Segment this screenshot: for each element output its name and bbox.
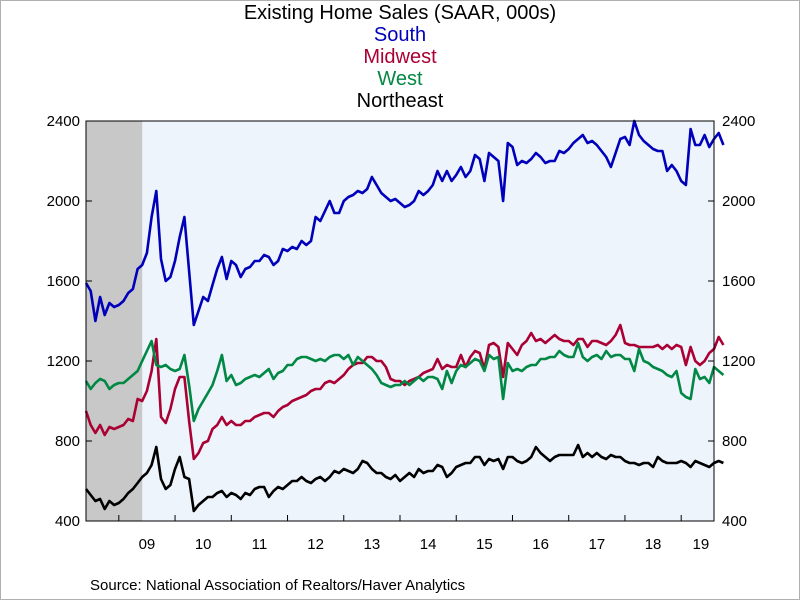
y-tick-label-right: 1600: [722, 273, 755, 290]
y-tick-label-left: 2000: [47, 193, 80, 210]
legend-series-northeast: Northeast: [356, 90, 444, 112]
x-tick-label: 12: [307, 536, 324, 553]
y-tick-label-left: 1200: [47, 353, 80, 370]
legend-series-west: West: [377, 68, 423, 90]
series-line-south: [84, 119, 725, 327]
series-line-northeast: [84, 443, 724, 513]
x-tick-label: 19: [693, 536, 710, 553]
x-tick-label: 14: [420, 536, 437, 553]
y-tick-label-left: 2400: [47, 113, 80, 130]
x-tick-label: 10: [195, 536, 212, 553]
legend-series-midwest: Midwest: [363, 46, 437, 68]
x-tick-label: 16: [532, 536, 549, 553]
plot-background: [86, 121, 714, 521]
series-line-west: [84, 339, 725, 423]
chart-title: Existing Home Sales (SAAR, 000s): [243, 2, 557, 24]
axis-labels: 400 400 800 800 1200 1200 1600 1600 2000 2000 2400…: [47, 113, 756, 553]
x-tick-label: 09: [139, 536, 156, 553]
legend-series-south: South: [373, 24, 427, 46]
x-tick-label: 15: [476, 536, 493, 553]
source-note: Source: National Association of Realtors…: [90, 577, 466, 594]
x-tick-label: 17: [588, 536, 605, 553]
x-tick-label: 11: [252, 536, 268, 553]
y-tick-label-right: 2000: [722, 193, 755, 210]
y-tick-label-left: 400: [55, 513, 80, 530]
series-lines: [84, 119, 725, 513]
y-tick-label-right: 400: [722, 513, 747, 530]
x-tick-label: 18: [645, 536, 662, 553]
y-tick-label-right: 800: [722, 433, 747, 450]
x-tick-label: 13: [364, 536, 381, 553]
y-tick-label-right: 2400: [722, 113, 755, 130]
plot-border: [85, 120, 715, 522]
y-tick-label-left: 1600: [47, 273, 80, 290]
series-line-midwest: [84, 323, 725, 461]
y-tick-label-left: 800: [55, 433, 80, 450]
y-tick-label-right: 1200: [722, 353, 755, 370]
